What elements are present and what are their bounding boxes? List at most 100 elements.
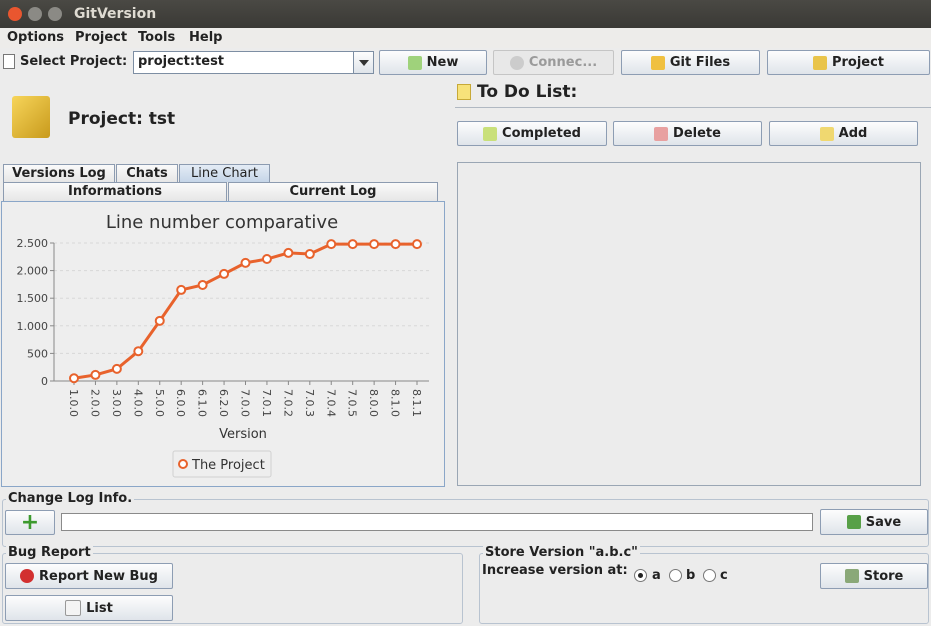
x-tick-label: 7.0.3 <box>303 389 316 417</box>
point <box>176 284 187 295</box>
window-title: GitVersion <box>74 6 157 22</box>
menu-item[interactable]: Tools <box>138 30 176 45</box>
x-tick-label: 7.0.4 <box>324 389 337 417</box>
point <box>304 249 315 260</box>
x-tick-label: 8.1.1 <box>410 389 423 417</box>
list-button[interactable]: List <box>5 595 173 621</box>
menu-bar: Options Project Tools Help <box>0 28 931 48</box>
point <box>390 239 401 250</box>
y-tick-label: 2.000 <box>17 265 49 278</box>
button-label: Git Files <box>669 55 731 70</box>
git-files-button[interactable]: Git Files <box>621 50 760 75</box>
y-tick-label: 500 <box>27 347 48 360</box>
y-tick-label: 1.500 <box>17 292 49 305</box>
x-tick-label: 6.0.0 <box>174 389 187 417</box>
store-group <box>479 553 929 624</box>
add-button[interactable]: Add <box>769 121 918 146</box>
add-log-button[interactable]: + <box>5 510 55 535</box>
connect-button: Connec... <box>493 50 614 75</box>
radio-selected[interactable] <box>634 569 647 582</box>
delete-button[interactable]: Delete <box>613 121 762 146</box>
combobox-value: project:test <box>138 54 225 69</box>
x-tick-label: 6.1.0 <box>196 389 209 417</box>
group-title: Change Log Info. <box>6 491 135 506</box>
tab[interactable]: Versions Log <box>3 164 115 182</box>
group-title: Bug Report <box>6 545 93 560</box>
x-tick-label: 7.0.0 <box>239 389 252 417</box>
button-label: Delete <box>673 126 721 141</box>
menu-item[interactable]: Options <box>7 30 64 45</box>
close-button[interactable] <box>8 7 22 21</box>
new-button[interactable]: New <box>379 50 487 75</box>
log-input[interactable] <box>61 513 813 531</box>
todo-title: To Do List: <box>477 82 578 102</box>
point <box>154 315 165 326</box>
select-label: Select Project: <box>20 54 128 69</box>
project-icon <box>12 96 50 138</box>
title-bar: GitVersion <box>0 0 931 28</box>
tab[interactable]: Informations <box>3 182 227 201</box>
minimize-button[interactable] <box>28 7 42 21</box>
legend-box <box>172 450 272 478</box>
maximize-button[interactable] <box>48 7 62 21</box>
point <box>261 254 272 265</box>
tab-selected[interactable]: Line Chart <box>179 164 270 182</box>
point <box>219 268 230 279</box>
legend-label: The Project <box>191 458 265 473</box>
y-tick-label: 1.000 <box>17 320 49 333</box>
menu-item[interactable]: Help <box>189 30 223 45</box>
x-tick-label: 2.0.0 <box>88 389 101 417</box>
combobox-arrow[interactable] <box>353 52 373 73</box>
x-tick-label: 8.0.0 <box>367 389 380 417</box>
radio-label: a <box>652 568 661 583</box>
report-bug-button[interactable]: Report New Bug <box>5 563 173 589</box>
button-label: Project <box>831 55 885 70</box>
file-icon <box>3 54 15 69</box>
y-tick-label: 2.500 <box>17 237 49 250</box>
x-tick-label: 7.0.5 <box>346 389 359 417</box>
point <box>240 257 251 268</box>
project-combobox[interactable]: project:test <box>133 51 374 74</box>
project-title: Project: tst <box>68 109 176 129</box>
x-axis-title: Version <box>219 427 267 442</box>
x-tick-label: 4.0.0 <box>131 389 144 417</box>
y-tick-label: 0 <box>41 375 48 388</box>
point <box>133 346 144 357</box>
todo-list[interactable] <box>457 162 921 486</box>
completed-button[interactable]: Completed <box>457 121 607 146</box>
changelog-group <box>2 499 929 547</box>
separator <box>455 107 931 108</box>
button-label: List <box>86 600 113 616</box>
point <box>369 239 380 250</box>
x-tick-label: 7.0.1 <box>260 389 273 417</box>
save-button[interactable]: Save <box>820 509 928 535</box>
bug-group <box>2 553 463 624</box>
radio[interactable] <box>703 569 716 582</box>
legend-marker <box>178 459 188 469</box>
x-tick-label: 1.0.0 <box>67 389 80 417</box>
menu-item[interactable]: Project <box>75 30 128 45</box>
todo-icon <box>457 84 471 100</box>
button-label: Add <box>838 126 868 141</box>
chart-title: Line number comparative <box>106 212 338 233</box>
point <box>111 363 122 374</box>
point <box>326 239 337 250</box>
button-label: Save <box>865 514 902 530</box>
button-label: Store <box>863 568 904 584</box>
point <box>197 279 208 290</box>
chart: Line number comparative Version 0 500 1.00… <box>1 201 445 487</box>
button-label: Completed <box>502 126 581 141</box>
x-tick-label: 7.0.2 <box>281 389 294 417</box>
project-button[interactable]: Project <box>767 50 930 75</box>
tab[interactable]: Current Log <box>228 182 438 201</box>
store-button[interactable]: Store <box>820 563 928 589</box>
point <box>347 239 358 250</box>
point <box>69 373 79 384</box>
point <box>412 239 422 250</box>
radio[interactable] <box>669 569 682 582</box>
point <box>283 247 294 258</box>
radio-label: c <box>720 568 728 583</box>
button-label: Report New Bug <box>39 568 158 584</box>
tab[interactable]: Chats <box>116 164 178 182</box>
